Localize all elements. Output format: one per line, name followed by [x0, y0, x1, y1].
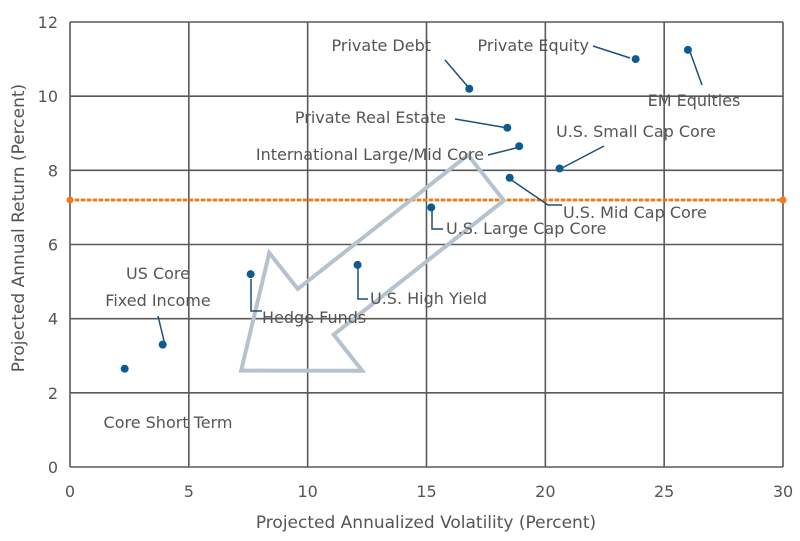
- x-tick-label: 25: [654, 482, 674, 501]
- point-label: Hedge Funds: [262, 308, 366, 327]
- y-tick-label: 10: [38, 87, 58, 106]
- point-label: U.S. Small Cap Core: [556, 122, 716, 141]
- leader-line: [454, 118, 509, 129]
- leader-lines: [157, 45, 703, 346]
- data-point: [503, 123, 512, 132]
- y-tick-label: 2: [48, 384, 58, 403]
- data-point: [427, 203, 436, 212]
- x-tick-label: 5: [184, 482, 194, 501]
- data-point: [465, 84, 474, 93]
- trend-arrow: [238, 152, 507, 373]
- data-points: [120, 45, 692, 373]
- point-label: EM Equities: [648, 91, 741, 110]
- y-axis-title: Projected Annual Return (Percent): [9, 84, 29, 372]
- leader-line: [157, 315, 166, 346]
- point-label: U.S. Mid Cap Core: [563, 203, 707, 222]
- x-tick-label: 10: [297, 482, 317, 501]
- x-tick-label: 30: [773, 482, 793, 501]
- point-label: US Core Fixed Income: [105, 264, 210, 310]
- y-tick-label: 12: [38, 13, 58, 32]
- point-label-line: US Core: [126, 264, 190, 283]
- x-tick-label: 20: [535, 482, 555, 501]
- x-tick-label: 0: [65, 482, 75, 501]
- point-label: Core Short Term: [104, 413, 233, 432]
- data-point: [120, 364, 129, 373]
- y-tick-label: 8: [48, 161, 58, 180]
- point-label: Private Real Estate: [295, 108, 446, 127]
- point-labels: Core Short Term US Core Fixed Income Hedge …: [104, 36, 741, 432]
- leader-line: [561, 145, 605, 169]
- leader-line: [592, 45, 631, 59]
- data-point: [515, 142, 524, 151]
- data-point: [631, 55, 640, 64]
- reference-line-start-dot: [66, 196, 74, 204]
- leader-line: [487, 146, 521, 156]
- point-label-line: Fixed Income: [105, 291, 210, 310]
- y-tick-label: 6: [48, 236, 58, 255]
- x-tick-label: 15: [416, 482, 436, 501]
- leader-line: [444, 59, 470, 89]
- point-label: Private Debt: [332, 36, 431, 55]
- data-point: [555, 164, 564, 173]
- trend-arrow-group: [238, 152, 507, 373]
- grid: [69, 21, 784, 468]
- y-tick-label: 0: [48, 458, 58, 477]
- leader-line: [509, 178, 562, 206]
- leader-line: [688, 48, 703, 86]
- data-point: [683, 45, 692, 54]
- leader-line: [431, 210, 443, 230]
- leader-line: [250, 279, 262, 312]
- point-label: U.S. Large Cap Core: [446, 219, 606, 238]
- data-point: [353, 260, 362, 269]
- x-axis-title: Projected Annualized Volatility (Percent…: [256, 513, 596, 533]
- data-point: [246, 270, 255, 279]
- data-point: [505, 173, 514, 182]
- y-tick-label: 4: [48, 310, 58, 329]
- leader-line: [357, 268, 368, 300]
- tick-labels: 0 5 10 15 20 25 30 0 2 4 6 8 10 12: [38, 13, 794, 501]
- reference-line-end-dot: [779, 196, 787, 204]
- point-label: International Large/Mid Core: [256, 145, 484, 164]
- data-point: [158, 340, 167, 349]
- reference-line-group: [66, 196, 787, 204]
- point-label: U.S. High Yield: [370, 289, 487, 308]
- point-label: Private Equity: [478, 36, 589, 55]
